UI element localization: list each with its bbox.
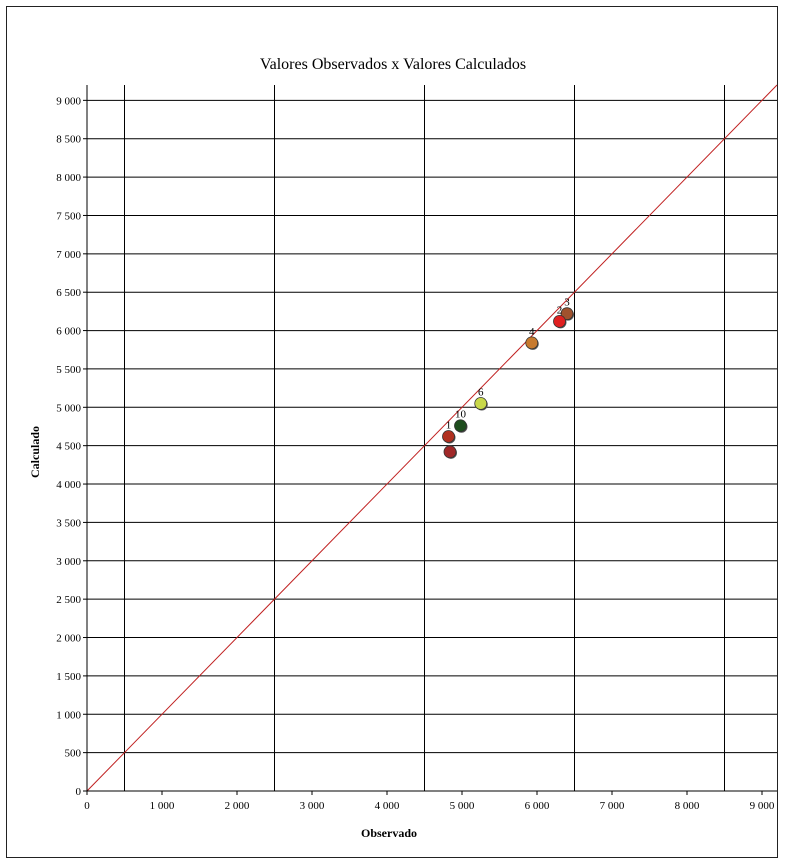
data-point xyxy=(454,419,467,433)
y-tick-label: 5 500 xyxy=(56,364,81,376)
identity-reference-line xyxy=(86,84,778,792)
data-point xyxy=(474,397,488,410)
y-tick-label: 3 000 xyxy=(56,556,81,568)
y-tick-label: 6 000 xyxy=(56,326,81,338)
chart-title: Valores Observados x Valores Calculados xyxy=(260,56,526,73)
y-tick-label: 8 500 xyxy=(56,134,81,146)
data-point xyxy=(560,307,574,321)
x-tick-label: 2 000 xyxy=(225,800,250,812)
y-tick-label: 500 xyxy=(65,748,82,760)
data-point-label: 10 xyxy=(455,409,467,421)
y-tick-label: 1 500 xyxy=(56,671,81,683)
data-point-label: 3 xyxy=(564,297,570,309)
y-tick-label: 3 500 xyxy=(56,517,81,529)
x-axis-ticks: 0 1 000 2 000 3 000 4 000 5 000 6 000 7 000 8 00… xyxy=(84,791,775,812)
y-tick-label: 9 000 xyxy=(56,95,81,107)
x-tick-label: 3 000 xyxy=(300,800,325,812)
data-point xyxy=(553,314,566,328)
y-tick-label: 2 000 xyxy=(56,633,81,645)
x-tick-label: 5 000 xyxy=(450,800,475,812)
axes xyxy=(86,85,777,792)
y-tick-label: 4 500 xyxy=(56,441,81,453)
x-tick-label: 0 xyxy=(84,800,90,812)
x-tick-label: 1 000 xyxy=(150,800,175,812)
grid xyxy=(87,85,777,792)
x-tick-label: 7 000 xyxy=(600,800,625,812)
x-tick-label: 8 000 xyxy=(675,800,700,812)
x-tick-label: 4 000 xyxy=(375,800,400,812)
y-axis-ticks: 0 500 1 000 1 500 2 000 2 500 3 000 3 500 4 000 4… xyxy=(56,95,87,798)
y-tick-label: 1 000 xyxy=(56,709,81,721)
y-tick-label: 7 000 xyxy=(56,249,81,261)
data-point-label: 6 xyxy=(478,386,484,398)
data-point xyxy=(525,336,539,350)
x-tick-label: 9 000 xyxy=(750,800,775,812)
data-point-label: 1 xyxy=(446,419,452,431)
y-tick-label: 0 xyxy=(76,786,82,798)
chart-frame: Valores Observados x Valores Calculados … xyxy=(6,6,778,858)
y-tick-label: 6 500 xyxy=(56,287,81,299)
scatter-chart: Valores Observados x Valores Calculados … xyxy=(28,56,778,840)
y-tick-label: 7 500 xyxy=(56,210,81,222)
y-tick-label: 2 500 xyxy=(56,594,81,606)
y-tick-label: 5 000 xyxy=(56,402,81,414)
data-point-label: 2 xyxy=(557,304,563,316)
x-tick-label: 6 000 xyxy=(525,800,550,812)
y-axis-label: Calculado xyxy=(28,426,42,478)
data-points: 32 4 6 101 xyxy=(442,297,574,459)
data-point xyxy=(442,430,455,443)
x-axis-label: Observado xyxy=(361,826,417,840)
y-tick-label: 8 000 xyxy=(56,172,81,184)
data-point xyxy=(443,445,457,459)
data-point-label: 4 xyxy=(529,326,535,338)
y-tick-label: 4 000 xyxy=(56,479,81,491)
